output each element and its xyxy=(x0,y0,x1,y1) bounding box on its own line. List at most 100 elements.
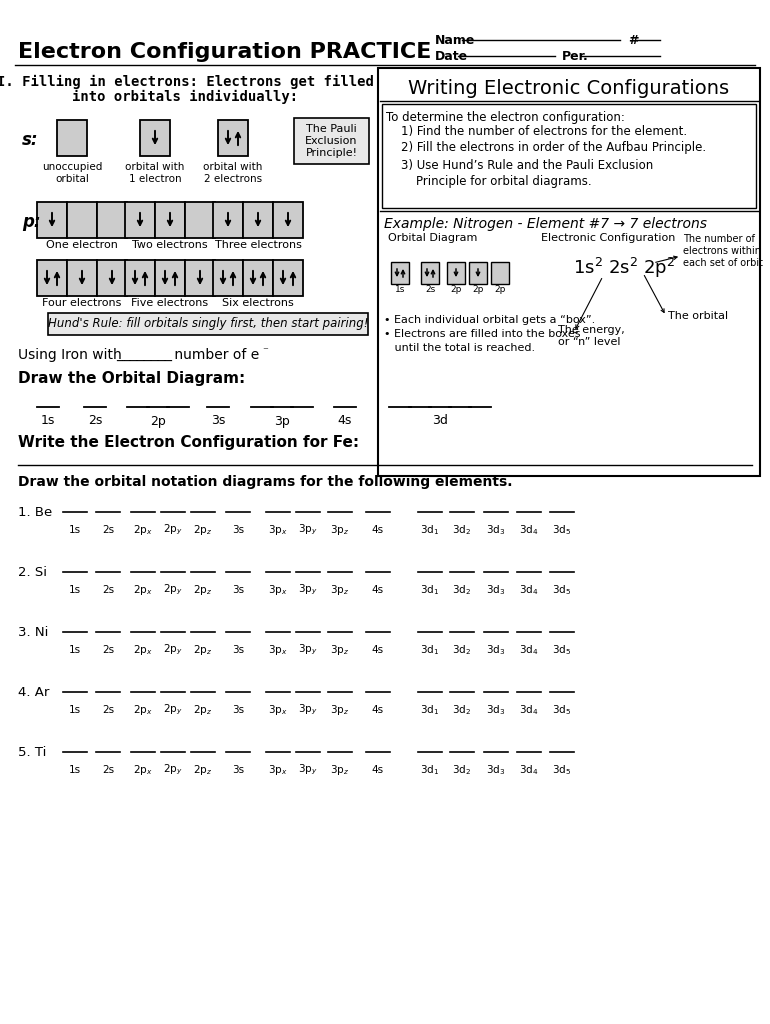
Text: Six electrons: Six electrons xyxy=(222,298,294,308)
Text: 3) Use Hund’s Rule and the Pauli Exclusion: 3) Use Hund’s Rule and the Pauli Exclusi… xyxy=(386,159,653,171)
Text: until the total is reached.: until the total is reached. xyxy=(384,343,535,353)
Text: 3s: 3s xyxy=(232,585,244,595)
Text: 3p$_z$: 3p$_z$ xyxy=(330,763,350,777)
Text: 2p$_z$: 2p$_z$ xyxy=(193,523,213,537)
Text: 3s: 3s xyxy=(232,765,244,775)
Text: 3d$_4$: 3d$_4$ xyxy=(519,643,539,657)
Text: 3d$_5$: 3d$_5$ xyxy=(552,643,571,657)
Text: Example: Nitrogen - Element #7 → 7 electrons: Example: Nitrogen - Element #7 → 7 elect… xyxy=(384,217,707,231)
Text: unoccupied
orbital: unoccupied orbital xyxy=(42,162,102,183)
Text: 2p$_z$: 2p$_z$ xyxy=(193,703,213,717)
Bar xyxy=(155,260,185,296)
Bar xyxy=(125,260,155,296)
Bar xyxy=(97,260,127,296)
Text: 1. Be: 1. Be xyxy=(18,506,52,518)
Text: 2p$_y$: 2p$_y$ xyxy=(163,702,182,717)
Text: 1s: 1s xyxy=(41,415,55,427)
Text: 2p$_y$: 2p$_y$ xyxy=(163,583,182,597)
Text: I. Filling in electrons: Electrons get filled: I. Filling in electrons: Electrons get f… xyxy=(0,75,373,89)
Bar xyxy=(185,202,215,238)
Text: 3p$_y$: 3p$_y$ xyxy=(298,643,318,657)
Text: 3d$_3$: 3d$_3$ xyxy=(487,643,506,657)
Text: 2p$_y$: 2p$_y$ xyxy=(163,643,182,657)
Text: Electron Configuration PRACTICE: Electron Configuration PRACTICE xyxy=(18,42,431,62)
Text: 3d$_1$: 3d$_1$ xyxy=(420,763,440,777)
Text: 2p: 2p xyxy=(494,285,506,294)
Text: 2s: 2s xyxy=(102,645,114,655)
Text: 4s: 4s xyxy=(372,645,384,655)
Text: Three electrons: Three electrons xyxy=(215,240,301,250)
Bar xyxy=(125,202,155,238)
Text: 3d$_4$: 3d$_4$ xyxy=(519,523,539,537)
Text: 3d$_1$: 3d$_1$ xyxy=(420,583,440,597)
Text: 2p$_x$: 2p$_x$ xyxy=(133,583,152,597)
Text: 4s: 4s xyxy=(372,585,384,595)
Bar xyxy=(185,260,215,296)
Text: 3d: 3d xyxy=(432,415,448,427)
Text: 3d$_2$: 3d$_2$ xyxy=(453,643,471,657)
Text: 4s: 4s xyxy=(372,525,384,535)
Text: 3d$_3$: 3d$_3$ xyxy=(487,703,506,717)
Text: 1s: 1s xyxy=(69,645,81,655)
Text: 3p$_y$: 3p$_y$ xyxy=(298,523,318,538)
Text: 3d$_1$: 3d$_1$ xyxy=(420,523,440,537)
Text: p:: p: xyxy=(22,213,41,231)
Text: 3p$_x$: 3p$_x$ xyxy=(268,703,288,717)
Text: 1s$^2$ 2s$^2$ 2p$^2$: 1s$^2$ 2s$^2$ 2p$^2$ xyxy=(573,256,675,280)
Text: 1) Find the number of electrons for the element.: 1) Find the number of electrons for the … xyxy=(386,126,687,138)
Text: Five electrons: Five electrons xyxy=(132,298,209,308)
Text: 2p: 2p xyxy=(450,285,462,294)
Text: The Pauli
Exclusion
Principle!: The Pauli Exclusion Principle! xyxy=(305,124,358,158)
Text: 3p$_x$: 3p$_x$ xyxy=(268,643,288,657)
Text: 3p$_x$: 3p$_x$ xyxy=(268,763,288,777)
Text: The orbital: The orbital xyxy=(668,311,728,321)
Bar xyxy=(273,202,303,238)
Text: 2p: 2p xyxy=(472,285,484,294)
Text: 3d$_2$: 3d$_2$ xyxy=(453,703,471,717)
Text: 3d$_5$: 3d$_5$ xyxy=(552,703,571,717)
Bar xyxy=(218,120,248,156)
Bar xyxy=(67,260,97,296)
Bar xyxy=(447,262,465,284)
Text: 2p$_y$: 2p$_y$ xyxy=(163,763,182,777)
Text: 3d$_3$: 3d$_3$ xyxy=(487,523,506,537)
Text: s:: s: xyxy=(22,131,38,150)
Text: 5. Ti: 5. Ti xyxy=(18,745,46,759)
Text: 2s: 2s xyxy=(102,525,114,535)
Text: 3d$_2$: 3d$_2$ xyxy=(453,523,471,537)
Text: 3s: 3s xyxy=(232,645,244,655)
Text: 3. Ni: 3. Ni xyxy=(18,626,49,639)
Text: 1s: 1s xyxy=(69,585,81,595)
Text: • Each individual orbital gets a “box”.: • Each individual orbital gets a “box”. xyxy=(384,315,595,325)
Text: 3s: 3s xyxy=(232,525,244,535)
Text: 3d$_4$: 3d$_4$ xyxy=(519,763,539,777)
Text: 3d$_3$: 3d$_3$ xyxy=(487,763,506,777)
Text: 2p$_z$: 2p$_z$ xyxy=(193,643,213,657)
Bar xyxy=(273,260,303,296)
Text: 2p: 2p xyxy=(150,415,166,427)
Text: 3d$_5$: 3d$_5$ xyxy=(552,583,571,597)
Text: 4s: 4s xyxy=(372,705,384,715)
Text: 4. Ar: 4. Ar xyxy=(18,685,49,698)
Bar xyxy=(37,260,67,296)
Text: #: # xyxy=(628,34,638,46)
Bar xyxy=(213,260,243,296)
Text: Principle for orbital diagrams.: Principle for orbital diagrams. xyxy=(386,174,591,187)
Text: 3d$_2$: 3d$_2$ xyxy=(453,583,471,597)
Text: Draw the Orbital Diagram:: Draw the Orbital Diagram: xyxy=(18,371,246,385)
Text: Using Iron with: Using Iron with xyxy=(18,348,126,362)
Bar xyxy=(378,68,760,476)
Text: • Electrons are filled into the boxes: • Electrons are filled into the boxes xyxy=(384,329,581,339)
Text: orbital with
1 electron: orbital with 1 electron xyxy=(126,162,185,183)
Text: 2p$_y$: 2p$_y$ xyxy=(163,523,182,538)
Bar xyxy=(421,262,439,284)
Text: 3p$_z$: 3p$_z$ xyxy=(330,523,350,537)
Text: 1s: 1s xyxy=(69,705,81,715)
Text: 3d$_5$: 3d$_5$ xyxy=(552,523,571,537)
Text: 2s: 2s xyxy=(102,585,114,595)
Bar xyxy=(213,202,243,238)
Text: 3d$_2$: 3d$_2$ xyxy=(453,763,471,777)
Text: The energy,
or “n” level: The energy, or “n” level xyxy=(558,326,624,347)
Text: Writing Electronic Configurations: Writing Electronic Configurations xyxy=(408,79,729,97)
Text: Date: Date xyxy=(435,49,468,62)
